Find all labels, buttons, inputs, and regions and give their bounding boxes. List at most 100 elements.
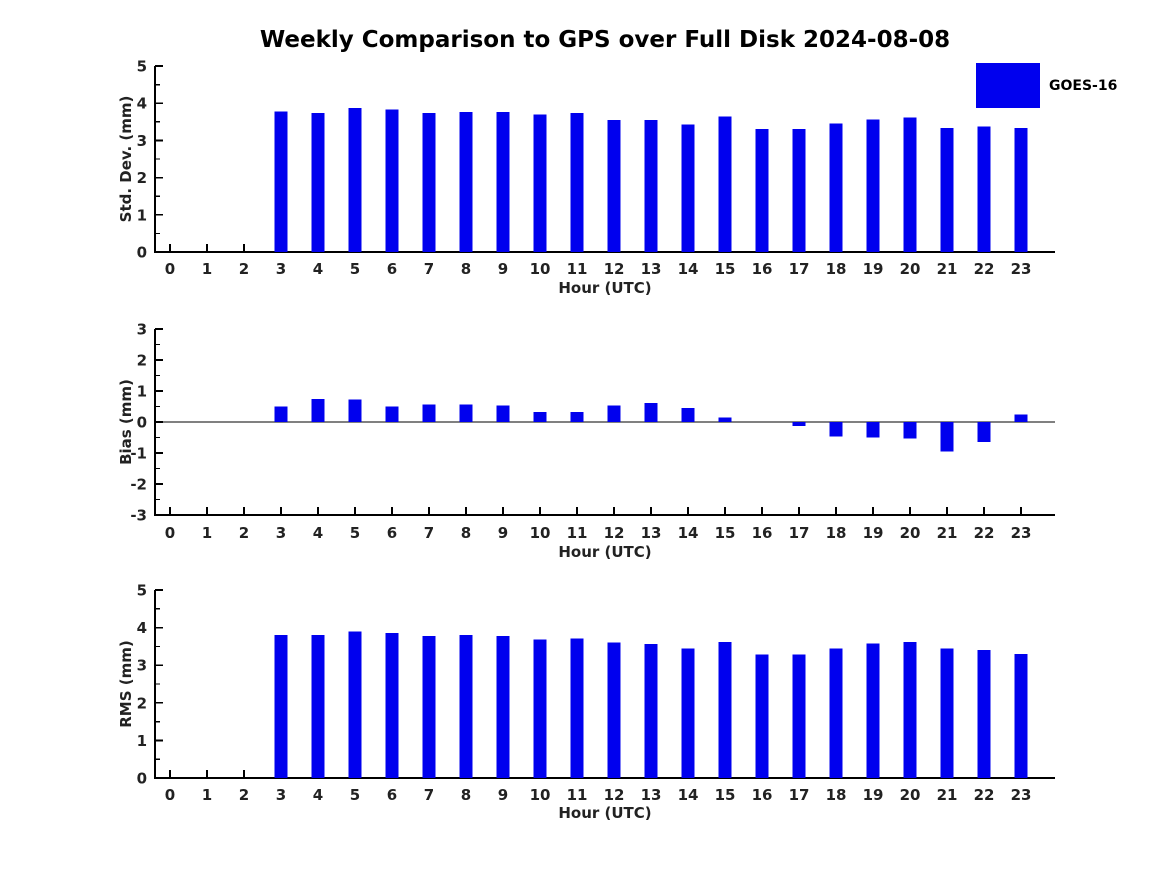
bar-hour-5 [348, 631, 362, 778]
legend: GOES-16 [976, 63, 1117, 108]
x-tick-label: 17 [789, 260, 810, 278]
y-tick-label: 0 [137, 244, 147, 262]
x-tick-label: 11 [567, 786, 588, 804]
bar-hour-4 [311, 398, 325, 422]
bar-hour-21 [940, 127, 954, 252]
bar-hour-12 [607, 119, 621, 252]
bar-hour-7 [422, 404, 436, 422]
y-tick-label: 2 [137, 694, 147, 712]
x-tick-label: 5 [350, 260, 360, 278]
x-tick-label: 23 [1011, 524, 1032, 542]
figure-title: Weekly Comparison to GPS over Full Disk … [259, 27, 951, 53]
x-tick-label: 18 [826, 786, 847, 804]
x-tick-label: 17 [789, 524, 810, 542]
bar-hour-19 [866, 643, 880, 778]
bar-hour-11 [570, 412, 584, 422]
x-tick-label: 20 [900, 260, 921, 278]
x-tick-label: 6 [387, 524, 397, 542]
y-tick-label: 1 [137, 206, 147, 224]
y-tick-label: 2 [137, 169, 147, 187]
y-tick-label: 0 [137, 414, 147, 432]
x-tick-label: 1 [202, 260, 212, 278]
bar-hour-7 [422, 636, 436, 778]
x-tick-label: 17 [789, 786, 810, 804]
x-tick-label: 9 [498, 524, 508, 542]
x-tick-label: 0 [165, 786, 175, 804]
bias-xaxis-label: Hour (UTC) [558, 543, 652, 561]
x-tick-label: 0 [165, 260, 175, 278]
x-tick-label: 7 [424, 260, 434, 278]
x-tick-label: 14 [678, 524, 699, 542]
bar-hour-21 [940, 648, 954, 778]
bar-hour-17 [792, 654, 806, 778]
bar-hour-11 [570, 113, 584, 252]
x-tick-label: 11 [567, 260, 588, 278]
y-tick-label: -2 [130, 476, 147, 494]
x-tick-label: 12 [604, 786, 625, 804]
x-tick-label: 7 [424, 786, 434, 804]
bar-hour-22 [977, 650, 991, 778]
bar-hour-19 [866, 119, 880, 253]
bar-hour-21 [940, 422, 954, 452]
y-tick-label: 1 [137, 732, 147, 750]
bar-hour-3 [274, 635, 288, 778]
bar-hour-6 [385, 406, 399, 422]
bar-hour-22 [977, 422, 991, 443]
bar-hour-6 [385, 632, 399, 778]
stddev-xaxis-label: Hour (UTC) [558, 279, 652, 297]
bar-hour-20 [903, 641, 917, 778]
x-tick-label: 4 [313, 524, 323, 542]
y-tick-label: -3 [130, 507, 147, 525]
bar-hour-3 [274, 406, 288, 422]
bar-hour-13 [644, 402, 658, 422]
x-tick-label: 10 [530, 524, 551, 542]
x-tick-label: 15 [715, 260, 736, 278]
bar-hour-22 [977, 126, 991, 252]
y-tick-label: 4 [137, 95, 147, 113]
rms-xaxis-label: Hour (UTC) [558, 804, 652, 822]
bar-hour-10 [533, 639, 547, 778]
x-tick-label: 2 [239, 786, 249, 804]
bar-hour-20 [903, 117, 917, 252]
bar-hour-12 [607, 405, 621, 422]
bar-hour-17 [792, 422, 806, 427]
x-tick-label: 14 [678, 260, 699, 278]
x-tick-label: 20 [900, 786, 921, 804]
x-tick-label: 11 [567, 524, 588, 542]
bar-hour-16 [755, 128, 769, 252]
y-tick-label: 2 [137, 352, 147, 370]
bar-hour-5 [348, 399, 362, 422]
bar-hour-14 [681, 124, 695, 252]
bar-hour-5 [348, 108, 362, 252]
x-tick-label: 5 [350, 786, 360, 804]
bar-hour-17 [792, 128, 806, 252]
bar-hour-9 [496, 405, 510, 422]
bar-hour-10 [533, 412, 547, 422]
bar-hour-23 [1014, 414, 1028, 422]
x-tick-label: 7 [424, 524, 434, 542]
x-tick-label: 12 [604, 524, 625, 542]
x-tick-label: 3 [276, 524, 286, 542]
legend-label: GOES-16 [1049, 77, 1118, 94]
bar-hour-15 [718, 116, 732, 252]
bar-hour-23 [1014, 128, 1028, 252]
x-tick-label: 10 [530, 786, 551, 804]
x-tick-label: 22 [974, 260, 995, 278]
bar-hour-3 [274, 111, 288, 252]
x-tick-label: 3 [276, 786, 286, 804]
x-tick-label: 4 [313, 786, 323, 804]
x-tick-label: 5 [350, 524, 360, 542]
y-tick-label: 3 [137, 132, 147, 150]
bar-hour-16 [755, 654, 769, 778]
x-tick-label: 8 [461, 524, 471, 542]
bar-hour-9 [496, 636, 510, 778]
bar-hour-8 [459, 112, 473, 253]
x-tick-label: 23 [1011, 260, 1032, 278]
x-tick-label: 22 [974, 786, 995, 804]
x-tick-label: 16 [752, 260, 773, 278]
y-tick-label: -1 [130, 445, 147, 463]
bar-hour-18 [829, 123, 843, 252]
